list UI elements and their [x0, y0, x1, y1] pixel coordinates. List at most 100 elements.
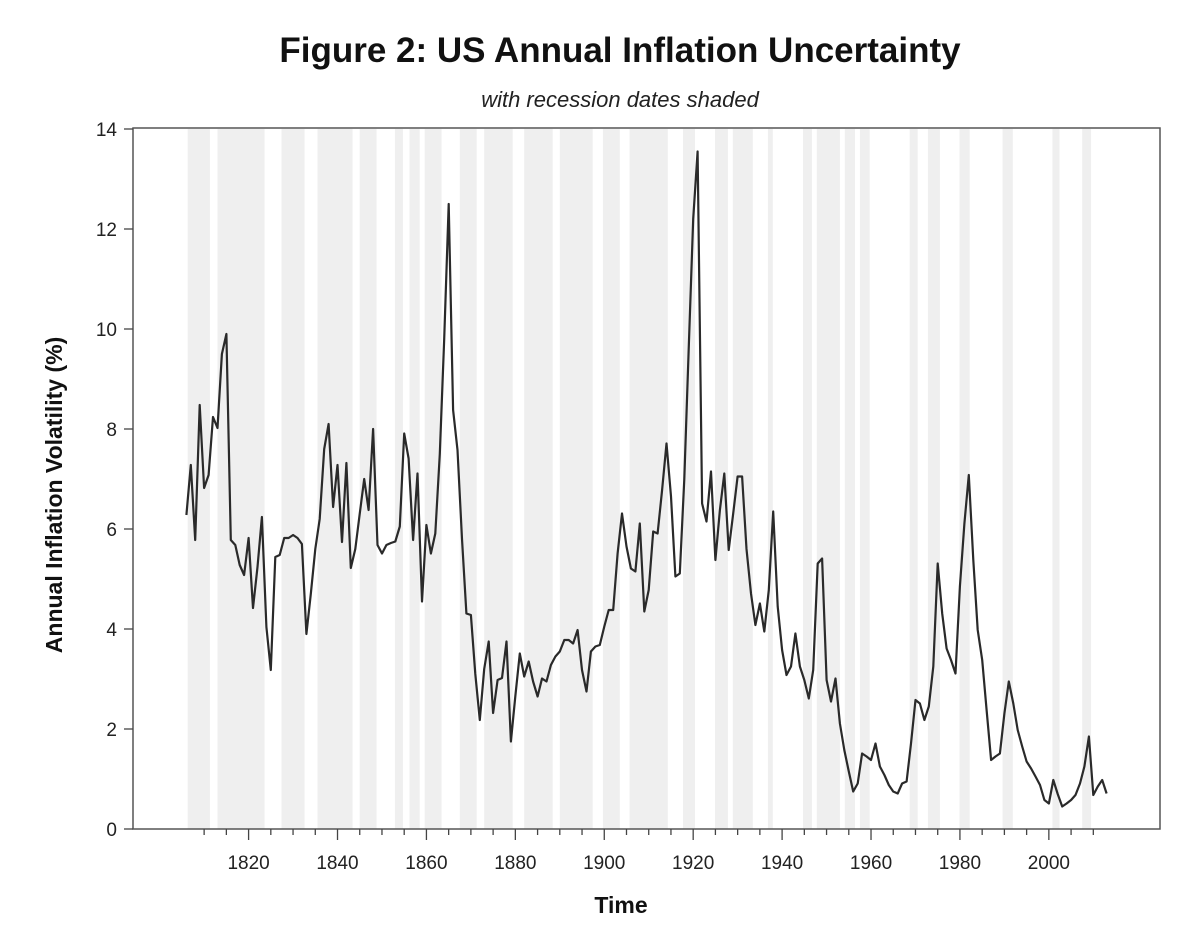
- data-point: [901, 782, 903, 784]
- data-point: [928, 705, 930, 707]
- recession-band: [359, 129, 377, 829]
- data-point: [519, 652, 521, 654]
- data-point: [705, 520, 707, 522]
- recession-band: [559, 129, 593, 829]
- data-point: [759, 602, 761, 604]
- data-point: [1052, 779, 1054, 781]
- data-point: [825, 679, 827, 681]
- data-point: [741, 475, 743, 477]
- x-tick-label: 1860: [405, 853, 447, 874]
- series-line: [185, 150, 1108, 808]
- data-point: [385, 544, 387, 546]
- data-point: [959, 585, 961, 587]
- data-point: [652, 530, 654, 532]
- data-point: [790, 665, 792, 667]
- data-point: [310, 593, 312, 595]
- data-point: [919, 702, 921, 704]
- recession-band: [909, 129, 918, 829]
- data-point: [874, 742, 876, 744]
- data-point: [888, 784, 890, 786]
- data-point: [688, 348, 690, 350]
- data-point: [679, 572, 681, 574]
- data-point: [865, 755, 867, 757]
- data-point: [394, 540, 396, 542]
- data-point: [234, 544, 236, 546]
- data-point: [590, 650, 592, 652]
- data-point: [750, 592, 752, 594]
- y-tick-label: 0: [106, 820, 117, 841]
- data-point: [456, 449, 458, 451]
- y-tick-label: 8: [106, 420, 117, 441]
- data-point: [287, 537, 289, 539]
- data-point: [994, 755, 996, 757]
- data-point: [625, 545, 627, 547]
- data-point: [545, 680, 547, 682]
- data-point: [683, 478, 685, 480]
- recession-band: [859, 129, 870, 829]
- data-point: [803, 679, 805, 681]
- data-point: [870, 759, 872, 761]
- data-point: [483, 668, 485, 670]
- data-point: [225, 333, 227, 335]
- recession-band: [927, 129, 940, 829]
- x-axis: 1820 1840 1860 1880 1900 1920 1940 1960 1980 2000: [203, 829, 1094, 874]
- plot-frame: [132, 127, 1161, 830]
- data-point: [354, 548, 356, 550]
- data-point: [897, 792, 899, 794]
- data-point: [777, 605, 779, 607]
- recession-band: [459, 129, 477, 829]
- data-point: [279, 554, 281, 556]
- data-point: [247, 537, 249, 539]
- data-point: [190, 464, 192, 466]
- x-axis-label: Time: [594, 892, 647, 918]
- data-point: [554, 655, 556, 657]
- data-point: [1097, 785, 1099, 787]
- recession-band: [844, 129, 855, 829]
- data-point: [265, 626, 267, 628]
- data-point: [656, 532, 658, 534]
- data-point: [648, 589, 650, 591]
- data-point: [1061, 805, 1063, 807]
- data-point: [1070, 799, 1072, 801]
- data-point: [301, 543, 303, 545]
- data-point: [536, 695, 538, 697]
- data-point: [972, 559, 974, 561]
- data-point: [714, 559, 716, 561]
- data-point: [830, 700, 832, 702]
- x-tick-label: 1840: [316, 853, 358, 874]
- data-point: [327, 423, 329, 425]
- data-point: [243, 574, 245, 576]
- data-point: [372, 428, 374, 430]
- data-point: [848, 770, 850, 772]
- data-point: [857, 782, 859, 784]
- data-point: [479, 719, 481, 721]
- data-point: [981, 659, 983, 661]
- data-point: [910, 742, 912, 744]
- data-point: [634, 570, 636, 572]
- recession-band: [1082, 129, 1092, 829]
- y-axis: 0 2 4 6 8 10 12 14: [96, 120, 133, 841]
- data-point: [345, 462, 347, 464]
- data-point: [812, 669, 814, 671]
- data-point: [905, 780, 907, 782]
- data-point: [621, 512, 623, 514]
- data-point: [1079, 782, 1081, 784]
- data-point: [879, 765, 881, 767]
- data-point: [665, 442, 667, 444]
- y-tick-label: 10: [96, 320, 117, 341]
- data-point: [1105, 792, 1107, 794]
- y-tick-label: 6: [106, 520, 117, 541]
- data-point: [794, 632, 796, 634]
- data-point: [1021, 745, 1023, 747]
- data-point: [336, 464, 338, 466]
- data-point: [416, 472, 418, 474]
- data-point: [363, 478, 365, 480]
- data-point: [745, 548, 747, 550]
- data-point: [572, 642, 574, 644]
- data-point: [696, 150, 698, 152]
- data-point: [434, 532, 436, 534]
- data-point: [425, 524, 427, 526]
- data-point: [1012, 702, 1014, 704]
- series-layer: [185, 150, 1108, 808]
- data-point: [199, 404, 201, 406]
